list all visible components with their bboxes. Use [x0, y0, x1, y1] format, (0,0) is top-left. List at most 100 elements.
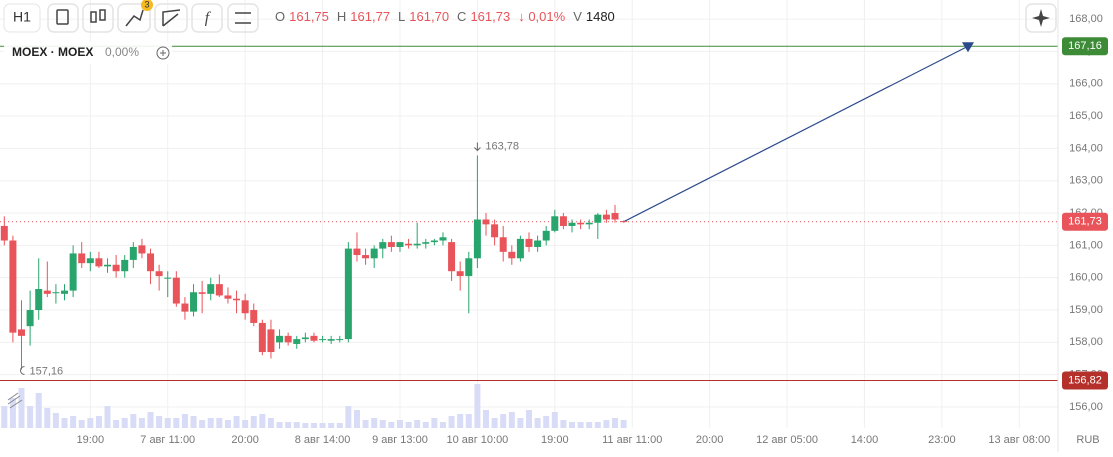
volume-bar — [371, 418, 378, 428]
candle-body — [439, 237, 447, 241]
candle-body — [215, 284, 223, 296]
x-tick-label: 20:00 — [696, 434, 724, 446]
candle-body — [0, 225, 8, 241]
volume-bar — [276, 422, 283, 428]
candle-body — [276, 335, 284, 343]
x-tick-label: 10 авг 10:00 — [446, 434, 508, 446]
volume-bar — [9, 398, 16, 428]
volume-bar — [310, 423, 317, 428]
candle-body — [86, 258, 94, 264]
candle-body — [121, 259, 129, 272]
levels — [0, 42, 1058, 381]
candle-body — [585, 222, 593, 225]
volume-bar — [379, 420, 386, 428]
x-tick-label: 11 авг 11:00 — [602, 434, 662, 446]
candle-body — [370, 248, 378, 259]
tool-button[interactable] — [154, 3, 188, 33]
candle-body — [430, 240, 438, 243]
y-tick-label: 156,00 — [1069, 401, 1103, 413]
volume-bar — [95, 416, 102, 428]
volume-bar — [27, 406, 34, 428]
volume-bar — [52, 413, 59, 428]
candle-body — [602, 214, 610, 220]
candle-body — [405, 243, 413, 246]
x-tick-label: 9 авг 13:00 — [372, 434, 428, 446]
marker-icon — [474, 142, 481, 152]
candle-body — [353, 248, 361, 256]
candle-body — [250, 310, 258, 323]
ohlc-part: 161,77 — [350, 9, 390, 24]
add-button[interactable] — [156, 46, 170, 60]
volume-bar — [465, 414, 472, 428]
volume-bar — [78, 420, 85, 428]
volume-bar — [336, 423, 343, 428]
x-tick-label: 13 авг 08:00 — [988, 434, 1050, 446]
candle-body — [568, 222, 576, 226]
volume-bar — [396, 420, 403, 428]
icon — [90, 11, 97, 23]
volume-bar — [586, 422, 593, 428]
ohlc-part: ↓ 0,01% — [518, 9, 565, 24]
volume-bar — [482, 410, 489, 428]
candle-body — [344, 248, 352, 340]
volume-bar — [328, 423, 335, 428]
candle-body — [551, 216, 559, 231]
volume-bar — [61, 418, 68, 428]
volume-bar — [138, 418, 145, 428]
volume-bar — [267, 418, 274, 428]
candle-body — [172, 277, 180, 304]
volume-bar — [405, 422, 412, 428]
volume-bar — [18, 388, 25, 428]
ai-button[interactable] — [1025, 3, 1057, 33]
volume-bar — [414, 420, 421, 428]
candle-body — [508, 251, 516, 259]
ohlc-part: H — [337, 9, 346, 24]
volume-bar — [603, 420, 610, 428]
x-tick-label: 19:00 — [77, 434, 105, 446]
candle-body — [611, 213, 619, 220]
volume-bar — [164, 418, 171, 428]
y-tick-label: 158,00 — [1069, 336, 1103, 348]
volume-bar — [422, 422, 429, 428]
volume-bar — [259, 414, 266, 428]
icon — [125, 9, 144, 27]
interval-button[interactable] — [3, 3, 41, 33]
volume-bar — [508, 412, 515, 428]
high_marker: 163,78 — [485, 140, 519, 152]
volume-bar — [250, 416, 257, 428]
candle-body — [267, 329, 275, 353]
candles — [0, 155, 628, 370]
candle-body — [129, 246, 137, 260]
volume-bar — [500, 414, 507, 428]
volume-bar — [551, 412, 558, 428]
ohlc-part: C — [457, 9, 466, 24]
volume-bar — [534, 418, 541, 428]
candle-body — [224, 295, 232, 299]
currency: RUB — [1076, 434, 1099, 446]
tool-button[interactable] — [82, 3, 114, 33]
ohlc-readout: O 161,75 H 161,77 L 161,70 C 161,73 ↓ 0,01% V 1480 — [275, 9, 615, 24]
candle-body — [473, 219, 481, 259]
volume-bar — [319, 423, 326, 428]
ohlc-part: 161,70 — [409, 9, 449, 24]
volume-bar — [156, 416, 163, 428]
candle-body — [559, 216, 567, 226]
tool-button[interactable] — [227, 3, 259, 33]
volume-bar — [147, 412, 154, 428]
y-tick-label: 165,00 — [1069, 110, 1103, 122]
volume-bar — [362, 420, 369, 428]
candle-body — [147, 253, 155, 272]
toolbar: H1 f 3 O 161,75 H 161,77 L 161,70 C 161,73 ↓ 0,0… — [3, 0, 1057, 33]
candle-body — [387, 242, 395, 247]
tool-button[interactable] — [47, 3, 79, 33]
y-tick-label: 168,00 — [1069, 13, 1103, 25]
candle-body — [155, 271, 163, 277]
icon — [162, 9, 181, 27]
tool-button[interactable] — [191, 3, 223, 33]
volume-bar — [199, 420, 206, 428]
interval: H1 — [13, 9, 31, 25]
tool-button[interactable] — [117, 3, 151, 33]
volume-bar — [190, 416, 197, 428]
volume-bar — [353, 410, 360, 428]
